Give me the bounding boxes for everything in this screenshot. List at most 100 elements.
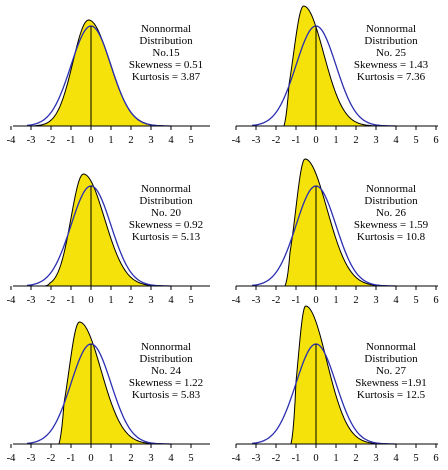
- panel-annotation-line: Skewness = 0.51: [129, 59, 203, 71]
- x-tick-label: -3: [252, 453, 261, 464]
- panel-annotation-line: Skewness = 1.43: [354, 59, 429, 71]
- x-tick-label: 4: [168, 295, 174, 306]
- x-tick-label: 1: [108, 453, 113, 464]
- x-tick-label: 1: [333, 135, 338, 146]
- x-tick-label: 6: [433, 295, 438, 306]
- panel-annotation-line: Kurtosis = 7.36: [357, 71, 426, 83]
- x-tick-label: -2: [47, 135, 56, 146]
- panel-annotation-line: No.15: [152, 47, 180, 59]
- panel-1: -4 -3 -2 -1 0 1 2 3 4 5 NonnormalDistributionNo.15…: [7, 19, 210, 146]
- x-tick-label: 5: [188, 295, 193, 306]
- panel-annotation-line: No. 26: [376, 207, 406, 219]
- x-tick-label: 2: [353, 295, 358, 306]
- normal-curve: [251, 25, 396, 127]
- x-tick-label: -4: [7, 135, 16, 146]
- panel-annotation-line: Skewness = 0.92: [129, 219, 203, 231]
- panel-annotation-line: Nonnormal: [141, 341, 191, 353]
- x-tick-label: -3: [252, 135, 261, 146]
- x-tick-label: 3: [148, 453, 153, 464]
- x-tick-label: -4: [7, 295, 16, 306]
- x-tick-label: 4: [393, 453, 399, 464]
- panel-annotation-line: Distribution: [364, 353, 418, 365]
- nonnormal-density: [44, 173, 162, 287]
- x-tick-label: 1: [108, 295, 113, 306]
- x-tick-label: 2: [353, 135, 358, 146]
- x-tick-label: 3: [373, 453, 378, 464]
- panel-annotation-line: Kurtosis = 5.13: [132, 231, 201, 243]
- x-tick-label: 4: [393, 135, 399, 146]
- x-tick-label: 0: [88, 295, 93, 306]
- x-tick-label: -1: [292, 453, 301, 464]
- x-tick-label: 2: [128, 453, 133, 464]
- nonnormal-density: [290, 305, 389, 445]
- x-tick-label: -2: [47, 295, 56, 306]
- x-tick-label: 2: [128, 135, 133, 146]
- x-tick-label: 0: [88, 453, 93, 464]
- x-tick-label: -4: [232, 295, 241, 306]
- panel-annotation-line: Distribution: [364, 195, 418, 207]
- x-tick-label: 4: [393, 295, 399, 306]
- panel-annotation-line: No. 20: [151, 207, 181, 219]
- x-tick-label: 0: [313, 453, 318, 464]
- x-tick-label: -2: [272, 135, 281, 146]
- x-tick-label: 2: [128, 295, 133, 306]
- normal-curve: [26, 185, 171, 287]
- normal-curve: [26, 343, 171, 445]
- x-tick-label: 5: [188, 453, 193, 464]
- x-tick-label: -1: [67, 453, 76, 464]
- panel-2: -4 -3 -2 -1 0 1 2 3 4 5 6 NonnormalDistributionNo. …: [232, 5, 439, 146]
- panel-annotation-line: Kurtosis = 5.83: [132, 389, 201, 401]
- panel-annotation-line: Distribution: [139, 35, 193, 47]
- panel-annotation-line: Nonnormal: [366, 183, 416, 195]
- x-tick-label: 5: [188, 135, 193, 146]
- x-tick-label: 6: [433, 135, 438, 146]
- panel-4: -4 -3 -2 -1 0 1 2 3 4 5 6 NonnormalDistributionNo. …: [232, 158, 439, 306]
- panel-annotation-line: Kurtosis = 12.5: [357, 389, 426, 401]
- panel-annotation-line: No. 27: [376, 365, 406, 377]
- x-tick-label: -3: [27, 453, 36, 464]
- x-tick-label: 0: [313, 295, 318, 306]
- x-tick-label: -1: [67, 135, 76, 146]
- x-tick-label: -4: [232, 453, 241, 464]
- panel-annotation-line: Skewness =1.91: [355, 377, 427, 389]
- panel-6: -4 -3 -2 -1 0 1 2 3 4 5 6 NonnormalDistributionNo. …: [232, 305, 439, 464]
- x-tick-label: 5: [413, 295, 418, 306]
- x-tick-label: 3: [373, 295, 378, 306]
- x-tick-label: 5: [413, 135, 418, 146]
- normal-curve: [251, 343, 396, 445]
- panel-annotation-line: Nonnormal: [141, 183, 191, 195]
- panel-annotation-line: No. 25: [376, 47, 406, 59]
- panel-annotation-line: Kurtosis = 3.87: [132, 71, 201, 83]
- normal-curve: [251, 185, 396, 287]
- x-tick-label: 4: [168, 453, 174, 464]
- x-tick-label: -4: [7, 453, 16, 464]
- x-tick-label: 1: [108, 135, 113, 146]
- panel-annotation-line: Kurtosis = 10.8: [357, 231, 426, 243]
- x-tick-label: -3: [252, 295, 261, 306]
- x-tick-label: 6: [433, 453, 438, 464]
- x-tick-label: 0: [88, 135, 93, 146]
- panel-annotation-line: Nonnormal: [366, 23, 416, 35]
- x-tick-label: 4: [168, 135, 174, 146]
- panel-annotation-line: Skewness = 1.59: [354, 219, 429, 231]
- nonnormal-density: [58, 321, 164, 445]
- x-tick-label: -1: [67, 295, 76, 306]
- x-tick-label: -3: [27, 295, 36, 306]
- x-tick-label: -3: [27, 135, 36, 146]
- panel-annotation-line: Nonnormal: [366, 341, 416, 353]
- panel-annotation-line: No. 24: [151, 365, 181, 377]
- x-tick-label: 0: [313, 135, 318, 146]
- x-tick-label: 5: [413, 453, 418, 464]
- x-tick-label: -1: [292, 135, 301, 146]
- x-tick-label: 3: [148, 295, 153, 306]
- x-tick-label: 3: [373, 135, 378, 146]
- panel-annotation-line: Distribution: [139, 353, 193, 365]
- panel-annotation-line: Distribution: [139, 195, 193, 207]
- x-tick-label: 3: [148, 135, 153, 146]
- normal-curve: [26, 25, 171, 127]
- panel-annotation-line: Distribution: [364, 35, 418, 47]
- x-tick-label: -4: [232, 135, 241, 146]
